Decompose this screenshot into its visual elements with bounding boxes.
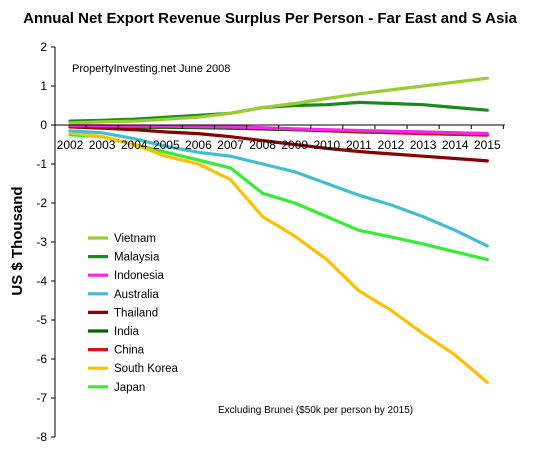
y-tick-label: -4 bbox=[36, 274, 47, 288]
x-tick-label: 2002 bbox=[57, 138, 84, 152]
y-axis-label: US $ Thousand bbox=[9, 186, 26, 295]
legend-label-australia: Australia bbox=[114, 289, 159, 301]
axes-layer: 2 1 0 -1 -2 -3 -4 -5 -6 -7 -8 2002 2003 2004 2005 2006 2… bbox=[36, 40, 505, 444]
legend-label-malaysia: Malaysia bbox=[114, 252, 160, 264]
chart-title: Annual Net Export Revenue Surplus Per Pe… bbox=[23, 10, 517, 27]
y-tick-label: 2 bbox=[40, 40, 47, 54]
legend-label-india: India bbox=[114, 326, 140, 338]
series-layer bbox=[68, 76, 489, 384]
series-line-thailand bbox=[68, 125, 489, 163]
x-tick-label: 2015 bbox=[474, 138, 501, 152]
y-tick-label: -6 bbox=[36, 352, 47, 366]
x-tick-label: 2008 bbox=[249, 138, 276, 152]
series-line-vietnam bbox=[68, 76, 489, 125]
x-tick-label: 2013 bbox=[410, 138, 437, 152]
y-tick-label: 0 bbox=[40, 118, 47, 132]
x-tick-label: 2007 bbox=[217, 138, 244, 152]
legend-label-indonesia: Indonesia bbox=[114, 270, 164, 282]
y-tick-label: 1 bbox=[40, 79, 47, 93]
legend-label-vietnam: Vietnam bbox=[114, 233, 156, 245]
series-line-south-korea bbox=[68, 131, 489, 384]
legend-label-thailand: Thailand bbox=[114, 307, 158, 319]
y-tick-label: -8 bbox=[36, 430, 47, 444]
source-note: PropertyInvesting.net June 2008 bbox=[72, 63, 230, 75]
x-tick-label: 2012 bbox=[378, 138, 405, 152]
x-tick-label: 2003 bbox=[89, 138, 116, 152]
x-tick-label: 2006 bbox=[185, 138, 212, 152]
y-tick-label: -5 bbox=[36, 313, 47, 327]
x-tick-label: 2010 bbox=[313, 138, 340, 152]
y-tick-label: -1 bbox=[36, 157, 47, 171]
x-tick-label: 2004 bbox=[121, 138, 148, 152]
y-tick-label: -7 bbox=[36, 391, 47, 405]
x-tick-label: 2014 bbox=[442, 138, 469, 152]
footnote: Excluding Brunei ($50k per person by 201… bbox=[218, 405, 413, 416]
x-tick-label: 2005 bbox=[153, 138, 180, 152]
x-tick-label: 2011 bbox=[346, 138, 372, 152]
legend: Vietnam Malaysia Indonesia Australia Thailan… bbox=[88, 233, 179, 394]
legend-label-south-korea: South Korea bbox=[114, 363, 179, 375]
x-tick-label: 2009 bbox=[281, 138, 308, 152]
y-tick-label: -2 bbox=[36, 196, 47, 210]
series-line-australia bbox=[68, 129, 489, 248]
legend-label-japan: Japan bbox=[114, 382, 145, 394]
legend-label-china: China bbox=[114, 345, 145, 357]
y-tick-label: -3 bbox=[36, 235, 47, 249]
